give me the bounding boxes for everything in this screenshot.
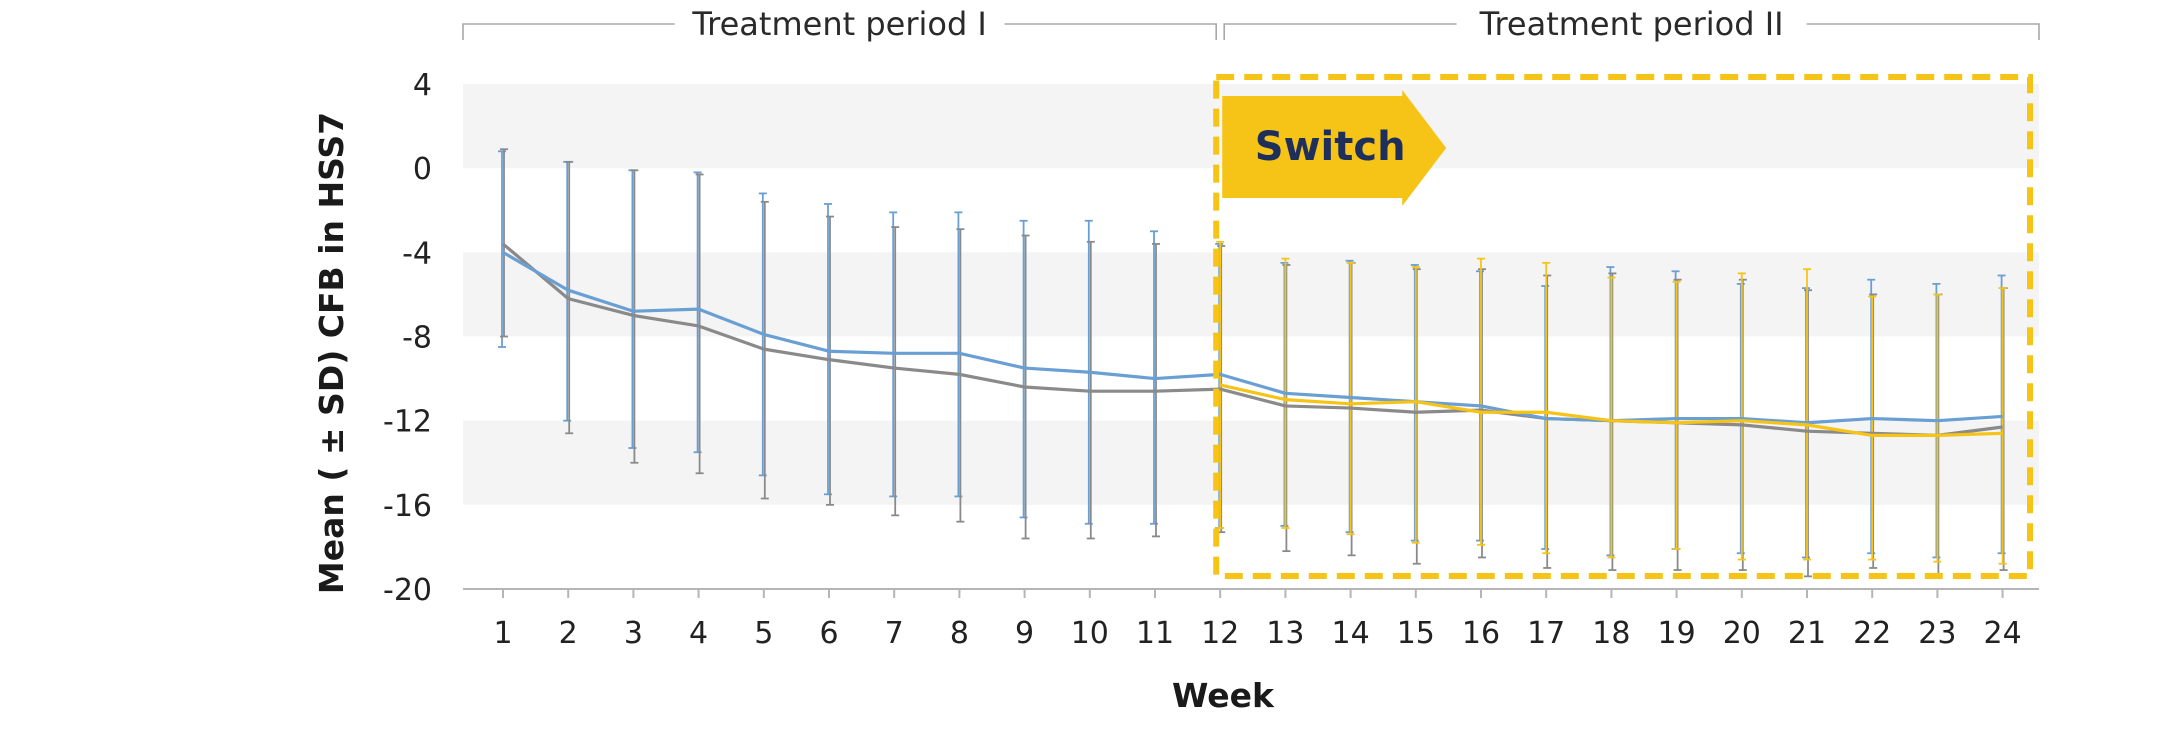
series-line-gray	[501, 242, 2003, 437]
x-tick-label: 17	[1527, 616, 1565, 651]
error-bars	[498, 148, 2008, 578]
period-label: Treatment period I	[691, 5, 987, 43]
x-tick-label: 2	[559, 616, 578, 651]
x-tick-label: 8	[950, 616, 969, 651]
series-line-blue	[502, 250, 2003, 425]
x-tick-label: 1	[493, 616, 512, 651]
x-tick-label: 4	[689, 616, 708, 651]
x-tick-label: 5	[754, 616, 773, 651]
period-bracket	[462, 23, 675, 40]
switch-arrow	[1222, 90, 1447, 206]
x-tick-label: 23	[1918, 616, 1956, 651]
y-tick-label: -12	[383, 405, 432, 440]
x-tick-label: 18	[1592, 616, 1630, 651]
period-bracket	[1223, 23, 1457, 40]
grid-band	[463, 420, 2039, 505]
x-tick-label: 11	[1136, 616, 1174, 651]
x-tick-label: 3	[624, 616, 643, 651]
x-tick-label: 10	[1071, 616, 1109, 651]
axes: 40-4-8-12-16-201 2 3 4 5 6 7 8 9 10 11 12 13 14 15 16 17…	[383, 68, 2039, 651]
x-tick-label: 24	[1984, 616, 2022, 651]
x-tick-label: 19	[1658, 616, 1696, 651]
x-tick-label: 22	[1853, 616, 1891, 651]
y-tick-label: 0	[413, 152, 432, 187]
y-tick-label: -20	[383, 573, 432, 608]
x-tick-label: 15	[1397, 616, 1435, 651]
period-brackets: Treatment period I Treatment period II	[462, 5, 2040, 43]
period-bracket	[1806, 23, 2040, 40]
x-tick-label: 6	[819, 616, 838, 651]
y-axis-title: Mean ( ± SD) CFB in HSS7	[312, 112, 351, 594]
x-tick-label: 9	[1015, 616, 1034, 651]
y-tick-label: -4	[402, 236, 432, 271]
y-tick-label: -8	[402, 321, 432, 356]
y-tick-label: 4	[413, 68, 432, 103]
x-tick-label: 7	[885, 616, 904, 651]
period-label: Treatment period II	[1479, 5, 1784, 43]
y-tick-label: -16	[383, 489, 432, 524]
period-bracket	[1004, 23, 1217, 40]
switch-annotation: Switch	[1213, 74, 2033, 579]
x-tick-label: 12	[1201, 616, 1239, 651]
series-line-yellow	[1219, 383, 2003, 437]
x-tick-label: 13	[1266, 616, 1304, 651]
switch-label: Switch	[1255, 124, 1406, 170]
x-axis-title: Week	[1172, 676, 1275, 715]
switch-dashed-box	[1213, 74, 2033, 579]
x-tick-label: 21	[1788, 616, 1826, 651]
x-tick-label: 16	[1462, 616, 1500, 651]
x-tick-label: 20	[1723, 616, 1761, 651]
series-lines	[501, 242, 2003, 437]
x-tick-label: 14	[1332, 616, 1370, 651]
grid-band	[463, 252, 2039, 337]
